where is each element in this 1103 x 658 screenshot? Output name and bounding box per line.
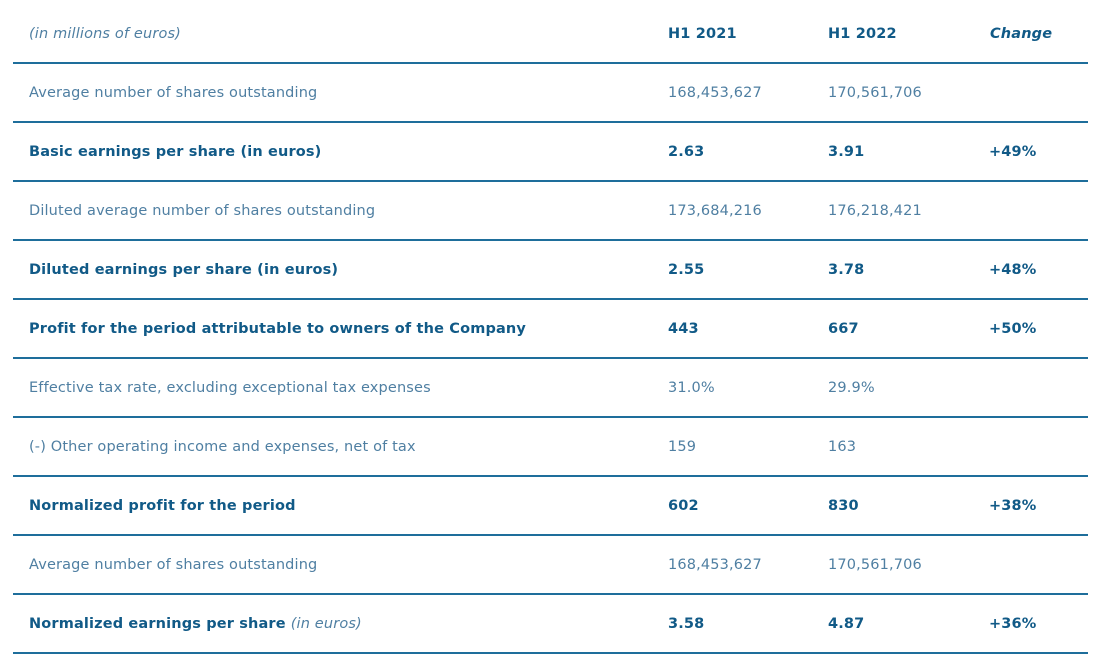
table-row: Effective tax rate, excluding exceptiona… xyxy=(13,359,1088,418)
row-label: Profit for the period attributable to ow… xyxy=(29,320,526,337)
header-h1-2021: H1 2021 xyxy=(668,26,737,42)
table-row: (-) Other operating income and expenses,… xyxy=(13,418,1088,477)
row-value-h1-2021: 159 xyxy=(668,438,697,455)
row-label: Normalized earnings per share xyxy=(29,615,286,632)
row-label: Diluted earnings per share (in euros) xyxy=(29,261,339,278)
row-value-h1-2021: 168,453,627 xyxy=(668,556,762,573)
row-value-h1-2022: 170,561,706 xyxy=(828,84,922,101)
row-label-unit: (in euros) xyxy=(290,615,362,632)
row-label: Diluted average number of shares outstan… xyxy=(29,202,376,219)
row-value-h1-2022: 170,561,706 xyxy=(828,556,922,573)
row-label-container: Normalized earnings per share (in euros) xyxy=(29,595,362,652)
row-label: Effective tax rate, excluding exceptiona… xyxy=(29,379,431,396)
row-value-h1-2022: 4.87 xyxy=(828,615,865,632)
row-change: +49% xyxy=(989,143,1037,160)
row-change: +50% xyxy=(989,320,1037,337)
table-row: Diluted earnings per share (in euros) 2.… xyxy=(13,241,1088,300)
row-value-h1-2021: 168,453,627 xyxy=(668,84,762,101)
row-value-h1-2021: 173,684,216 xyxy=(668,202,762,219)
row-label: Normalized profit for the period xyxy=(29,497,296,514)
row-change: +38% xyxy=(989,497,1037,514)
row-value-h1-2021: 2.63 xyxy=(668,143,705,160)
earnings-table: (in millions of euros) H1 2021 H1 2022 C… xyxy=(13,6,1088,654)
row-label: Average number of shares outstanding xyxy=(29,556,318,573)
row-value-h1-2021: 443 xyxy=(668,320,699,337)
row-value-h1-2022: 29.9% xyxy=(828,379,875,396)
row-label: (-) Other operating income and expenses,… xyxy=(29,438,416,455)
row-change: +48% xyxy=(989,261,1037,278)
row-value-h1-2021: 31.0% xyxy=(668,379,715,396)
table-row: Average number of shares outstanding 168… xyxy=(13,64,1088,123)
header-change: Change xyxy=(990,26,1053,42)
row-value-h1-2021: 3.58 xyxy=(668,615,705,632)
table-row: Normalized profit for the period 602 830… xyxy=(13,477,1088,536)
row-value-h1-2022: 3.78 xyxy=(828,261,865,278)
row-value-h1-2022: 176,218,421 xyxy=(828,202,922,219)
row-value-h1-2021: 602 xyxy=(668,497,699,514)
row-value-h1-2022: 830 xyxy=(828,497,859,514)
row-label: Average number of shares outstanding xyxy=(29,84,318,101)
header-unit-label: (in millions of euros) xyxy=(29,26,181,42)
row-value-h1-2021: 2.55 xyxy=(668,261,705,278)
row-value-h1-2022: 667 xyxy=(828,320,859,337)
table-row: Profit for the period attributable to ow… xyxy=(13,300,1088,359)
table-row: Diluted average number of shares outstan… xyxy=(13,182,1088,241)
header-h1-2022: H1 2022 xyxy=(828,26,897,42)
table-header: (in millions of euros) H1 2021 H1 2022 C… xyxy=(13,6,1088,64)
row-change: +36% xyxy=(989,615,1037,632)
table-row: Normalized earnings per share (in euros)… xyxy=(13,595,1088,654)
table-row: Average number of shares outstanding 168… xyxy=(13,536,1088,595)
row-value-h1-2022: 163 xyxy=(828,438,857,455)
row-label: Basic earnings per share (in euros) xyxy=(29,143,322,160)
row-value-h1-2022: 3.91 xyxy=(828,143,865,160)
table-row: Basic earnings per share (in euros) 2.63… xyxy=(13,123,1088,182)
